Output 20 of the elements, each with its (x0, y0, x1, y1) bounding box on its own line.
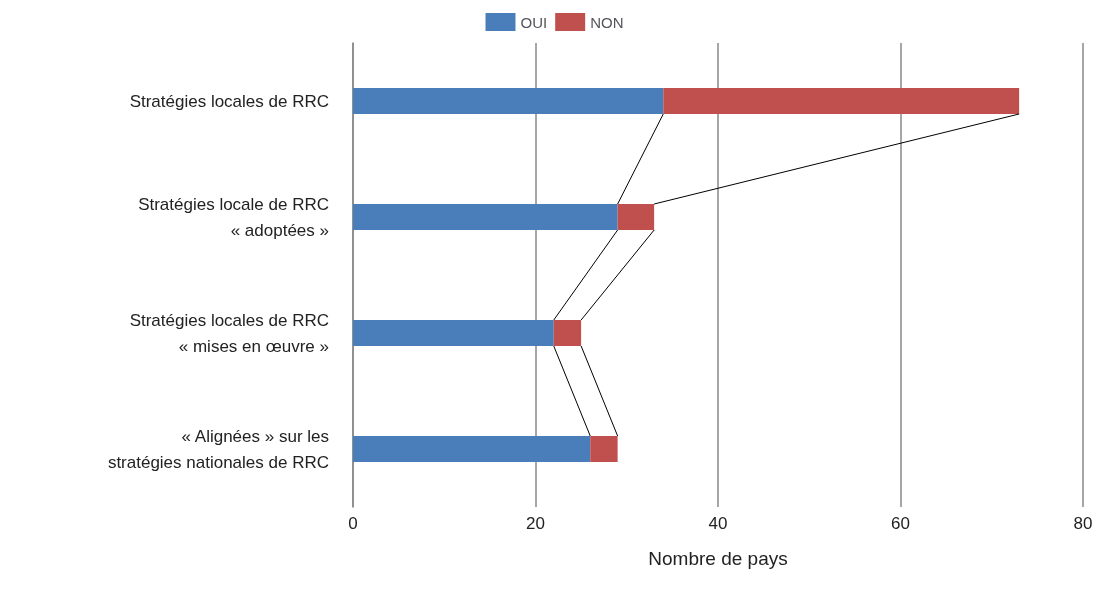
x-tick-label: 20 (526, 514, 545, 533)
legend-label: OUI (520, 13, 548, 31)
x-tick-label: 60 (891, 514, 910, 533)
legend-label: NON (590, 13, 624, 31)
bar (663, 88, 1020, 114)
y-tick-label: Stratégies locales de RRC « mises en œuvre » (129, 310, 329, 356)
y-tick-label: Stratégies locales de RRC (129, 91, 329, 111)
x-axis-title: Nombre de pays (648, 548, 788, 569)
bar (353, 204, 618, 230)
bar (617, 204, 655, 230)
x-tick-label: 80 (1073, 514, 1093, 533)
bar (353, 436, 591, 462)
bar (553, 320, 582, 346)
x-tick-label: 0 (348, 514, 358, 533)
y-tick-label: Stratégies locale de RRC « adoptées » (138, 194, 329, 240)
x-tick-label: 40 (708, 514, 728, 533)
bar (353, 320, 554, 346)
bar (590, 436, 618, 462)
bar (353, 88, 664, 114)
y-tick-label: « Alignées » sur les stratégies nationales de RRC (107, 426, 329, 472)
